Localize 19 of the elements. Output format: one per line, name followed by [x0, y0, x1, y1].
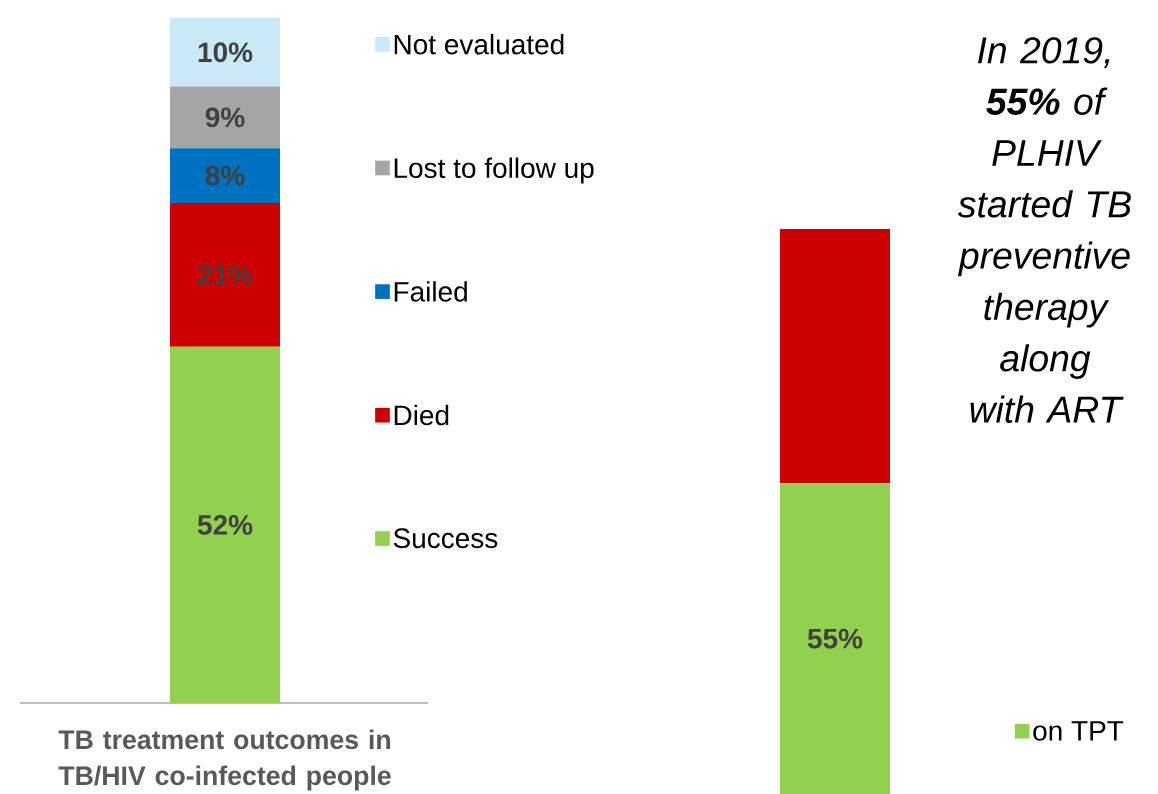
- legend-label: Not evaluated: [394, 33, 564, 55]
- bar: [170, 346, 280, 704]
- data-label: 9%: [205, 107, 245, 128]
- legend-label: Died: [394, 404, 449, 426]
- legend-label: Failed: [394, 281, 467, 302]
- data-label: 52%: [197, 515, 253, 535]
- legend-label: Success: [393, 528, 498, 549]
- legend-label: on TPT: [1033, 721, 1124, 741]
- bar: [170, 18, 280, 87]
- data-label: 8%: [205, 165, 245, 186]
- bar: [170, 86, 280, 149]
- bar: [170, 202, 280, 347]
- legend-label: Lost to follow up: [394, 157, 594, 184]
- bar: [170, 148, 280, 203]
- data-label: 55%: [807, 628, 863, 649]
- text: TB treatment outcomes in TB/HIV co-infected people: [58, 729, 391, 791]
- data-label: 10%: [198, 42, 253, 63]
- text: In 2019, 55% of PLHIV started TB preventive therapy along with ART: [957, 37, 1131, 423]
- data-label: 21%: [197, 265, 253, 285]
